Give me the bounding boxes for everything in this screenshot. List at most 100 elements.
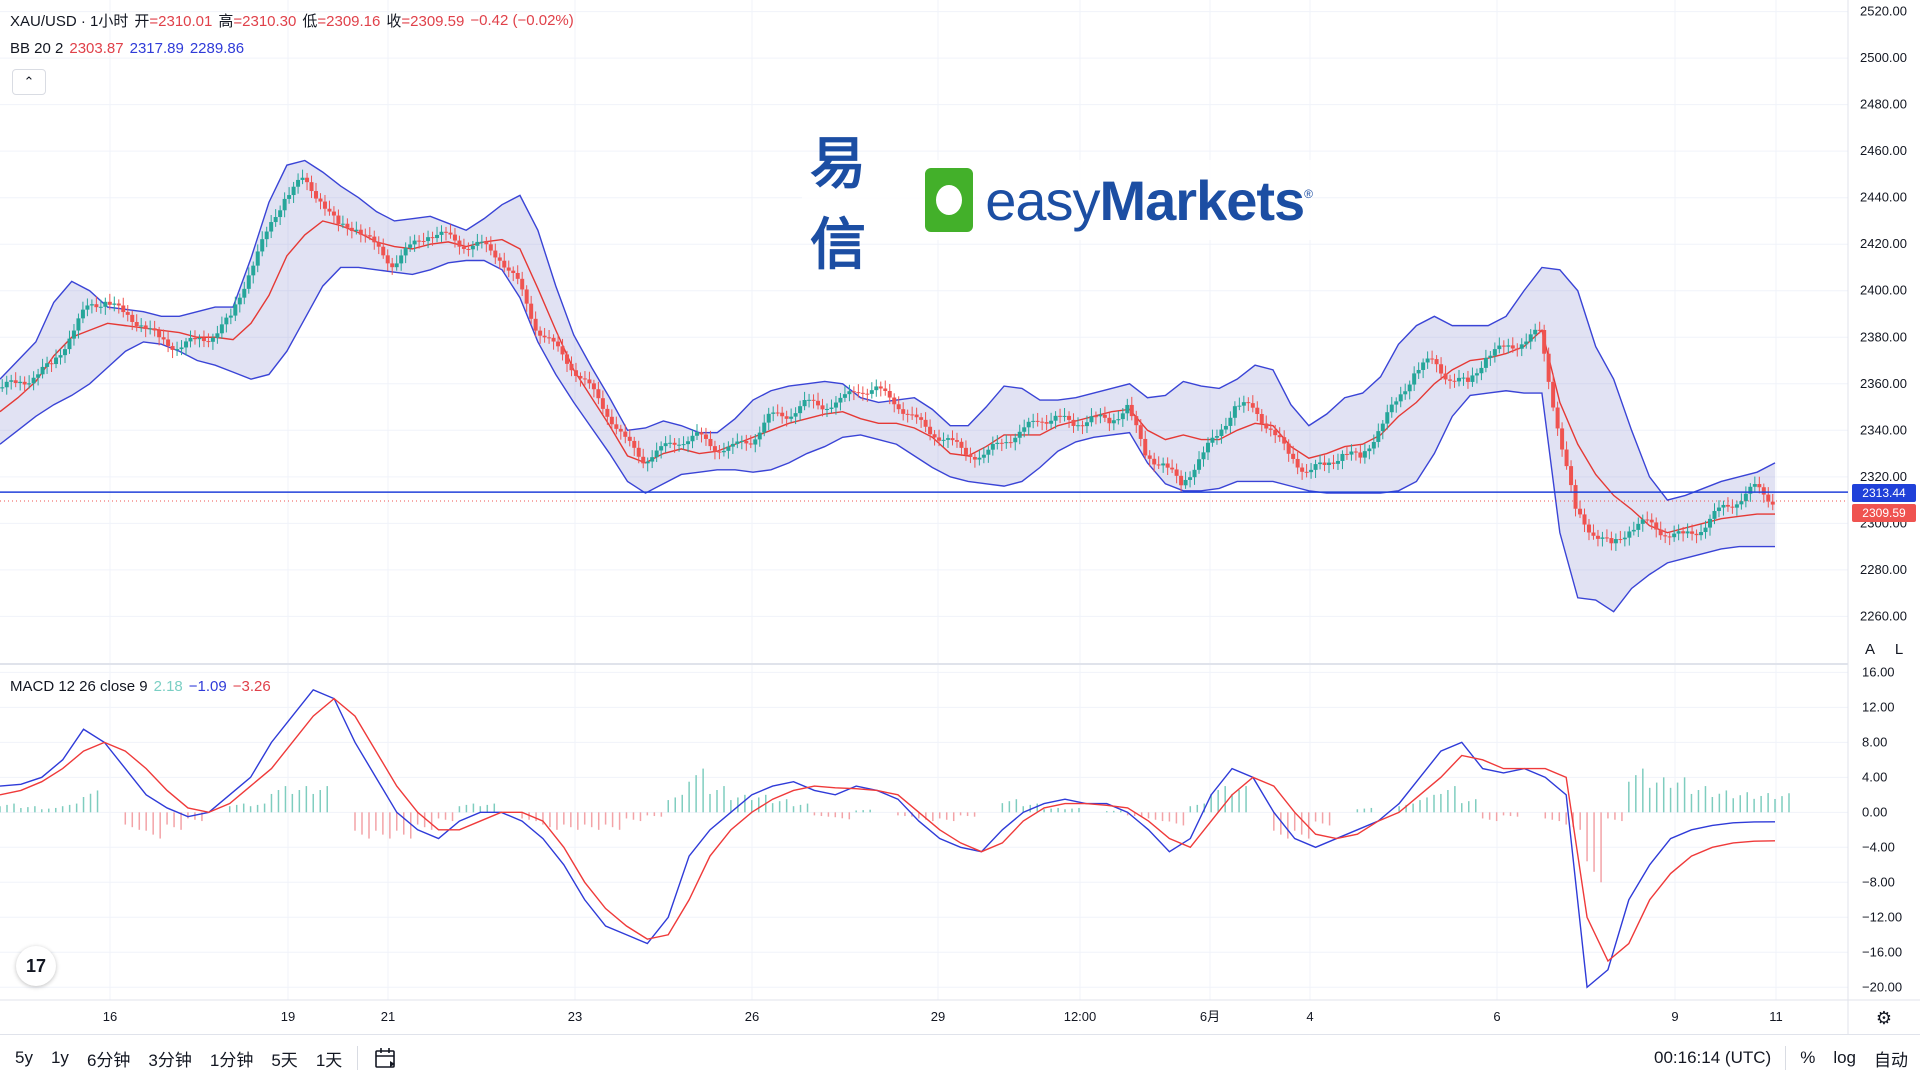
log-scale-button[interactable]: L xyxy=(1894,640,1904,658)
candle-body xyxy=(273,217,278,223)
candle-body xyxy=(27,383,32,385)
range-5y-button[interactable]: 5y xyxy=(15,1048,33,1067)
candle-body xyxy=(708,438,713,447)
candle-body xyxy=(1412,373,1417,385)
candle-body xyxy=(1353,451,1358,453)
candle-body xyxy=(1488,355,1493,358)
candle-body xyxy=(1084,422,1089,427)
bb-lower-value: 2289.86 xyxy=(189,40,245,57)
macd-label: MACD 12 26 close 9 xyxy=(10,678,148,695)
candle-body xyxy=(399,255,404,264)
candle-body xyxy=(1304,471,1309,473)
candle-body xyxy=(457,240,462,247)
bb-legend[interactable]: BB 20 2 2303.87 2317.89 2289.86 xyxy=(10,40,244,57)
candle-body xyxy=(417,240,422,242)
candle-body xyxy=(1197,459,1202,470)
candle-body xyxy=(1443,373,1448,380)
candle-body xyxy=(520,278,525,290)
candle-body xyxy=(188,337,193,342)
collapse-legend-button[interactable]: ⌃ xyxy=(12,69,46,95)
candle-body xyxy=(1730,506,1735,508)
time-axis-tick: 6 xyxy=(1493,1009,1500,1024)
candle-body xyxy=(103,301,108,307)
candle-body xyxy=(1586,524,1591,533)
range-1y-button[interactable]: 1y xyxy=(50,1048,69,1067)
candle-body xyxy=(479,241,484,243)
candle-body xyxy=(614,424,619,429)
candle-body xyxy=(1407,384,1412,392)
range-3min-button[interactable]: 3分钟 xyxy=(148,1050,192,1070)
range-1min-button[interactable]: 1分钟 xyxy=(209,1050,254,1070)
candle-body xyxy=(1600,537,1605,539)
range-5d-button[interactable]: 5天 xyxy=(271,1050,298,1070)
candle-body xyxy=(1053,415,1058,421)
calendar-icon xyxy=(375,1048,396,1068)
candle-body xyxy=(1515,348,1520,350)
candle-body xyxy=(1291,453,1296,459)
candle-body xyxy=(1631,529,1636,532)
gear-icon[interactable]: ⚙ xyxy=(1875,1007,1893,1028)
candle-body xyxy=(1716,507,1721,512)
candle-body xyxy=(1555,407,1560,429)
candle-body xyxy=(461,246,466,249)
candle-body xyxy=(1174,469,1179,476)
range-1d-button[interactable]: 1天 xyxy=(315,1050,343,1070)
candle-body xyxy=(712,446,717,452)
candle-body xyxy=(618,428,623,432)
candle-body xyxy=(1627,531,1632,538)
candle-body xyxy=(1017,431,1022,438)
candle-body xyxy=(493,250,498,258)
tradingview-logo-icon[interactable]: 17 xyxy=(16,946,56,986)
candle-body xyxy=(1035,420,1040,422)
candle-body xyxy=(80,309,85,319)
auto-scale-button[interactable]: A xyxy=(1864,640,1875,658)
candle-body xyxy=(1622,537,1627,540)
bb-lower-line xyxy=(0,259,1775,613)
candle-body xyxy=(1506,345,1511,347)
low-value: 低=2309.16 xyxy=(302,13,381,30)
candle-body xyxy=(488,244,493,251)
candle-body xyxy=(1708,518,1713,528)
candle-body xyxy=(331,211,336,216)
percent-toggle[interactable]: % xyxy=(1800,1048,1816,1067)
time-axis-tick: 12:00 xyxy=(1064,1009,1097,1024)
price-axis-tick: 2340.00 xyxy=(1860,422,1907,437)
candle-body xyxy=(1241,402,1246,406)
candle-body xyxy=(443,231,448,233)
candle-body xyxy=(524,289,529,304)
candle-body xyxy=(1152,458,1157,465)
candle-body xyxy=(573,370,578,376)
candle-body xyxy=(1013,437,1018,443)
log-toggle[interactable]: log xyxy=(1833,1048,1856,1067)
macd-legend[interactable]: MACD 12 26 close 9 2.18 −1.09 −3.26 xyxy=(10,678,271,695)
candle-body xyxy=(85,305,90,310)
candle-body xyxy=(1093,416,1098,418)
candle-body xyxy=(1183,479,1188,486)
macd-signal-value: −3.26 xyxy=(232,678,271,695)
candle-body xyxy=(421,240,426,242)
price-chart[interactable]: 2520.00 2500.00 2480.00 2460.00 2440.00 2420.… xyxy=(0,0,1920,1034)
candle-body xyxy=(305,177,310,183)
range-6min-button[interactable]: 6分钟 xyxy=(86,1050,131,1070)
candle-body xyxy=(381,246,386,256)
clock-time[interactable]: 00:16:14 (UTC) xyxy=(1654,1048,1772,1067)
candle-body xyxy=(1188,477,1193,480)
candle-body xyxy=(390,263,395,268)
candle-body xyxy=(1448,379,1453,381)
price-axis-tick: 2500.00 xyxy=(1860,50,1907,65)
candle-body xyxy=(1067,415,1072,420)
symbol-legend: XAU/USD · 1小时 开=2310.01 高=2310.30 低=2309… xyxy=(10,10,574,31)
candle-body xyxy=(919,417,924,420)
candle-body xyxy=(219,324,224,334)
date-range-button[interactable] xyxy=(364,1035,408,1081)
auto-toggle[interactable]: 自动 xyxy=(1874,1050,1908,1070)
candle-body xyxy=(681,444,686,446)
high-value: 高=2310.30 xyxy=(218,13,297,30)
candle-body xyxy=(721,450,726,453)
candle-body xyxy=(1483,357,1488,368)
candle-body xyxy=(954,440,959,442)
candle-body xyxy=(587,379,592,384)
candle-body xyxy=(269,222,274,232)
candle-body xyxy=(1210,437,1215,443)
candle-body xyxy=(116,303,121,306)
